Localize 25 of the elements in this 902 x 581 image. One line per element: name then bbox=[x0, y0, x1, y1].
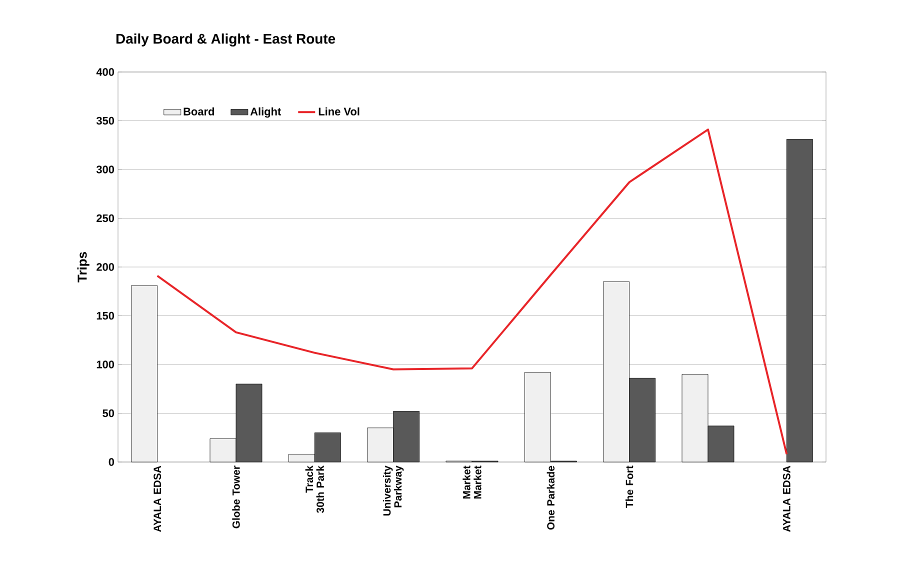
x-tick-label: Market Market bbox=[462, 466, 482, 499]
legend-label: Alight bbox=[250, 107, 282, 118]
legend-label: Line Vol bbox=[318, 107, 360, 116]
x-tick-label: University Parkway bbox=[382, 466, 404, 516]
bar bbox=[131, 285, 158, 462]
y-tick-label: 400 bbox=[96, 68, 114, 76]
bar bbox=[786, 139, 813, 462]
y-tick-label: 50 bbox=[102, 409, 114, 418]
x-tick-label: AYALA EDSA bbox=[154, 466, 162, 532]
line-series bbox=[156, 128, 788, 456]
y-tick-label: 250 bbox=[96, 214, 114, 222]
legend-label: Board bbox=[184, 107, 214, 116]
y-tick-label: 300 bbox=[96, 166, 114, 174]
y-tick-label: 100 bbox=[96, 360, 114, 368]
x-tick-label: Track 30th Park bbox=[305, 466, 324, 513]
x-tick-label: AYALA EDSA bbox=[782, 466, 790, 532]
chart-title: Daily Board & Alight - East Route bbox=[116, 33, 336, 47]
x-tick-label: One Parkade bbox=[546, 466, 555, 530]
y-axis-title: Trips bbox=[77, 252, 90, 282]
x-tick-label: Globe Tower bbox=[232, 466, 240, 528]
x-tick-label: The Fort bbox=[626, 466, 634, 508]
y-tick-label: 350 bbox=[96, 116, 114, 125]
y-tick-label: 0 bbox=[108, 458, 114, 466]
y-tick-label: 200 bbox=[96, 263, 114, 271]
y-tick-label: 150 bbox=[96, 312, 114, 320]
